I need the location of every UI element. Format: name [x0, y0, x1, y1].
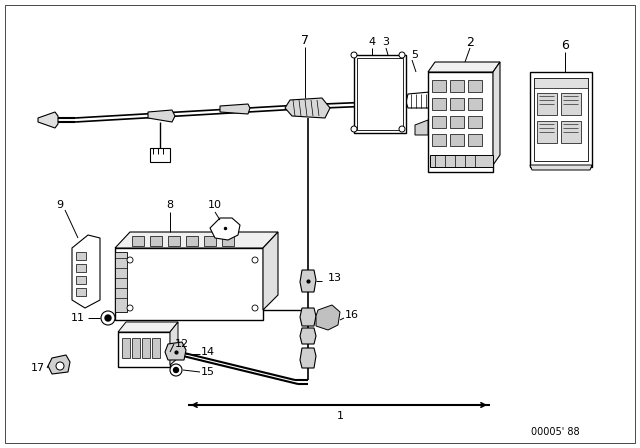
- Circle shape: [56, 362, 64, 370]
- Text: 9: 9: [56, 200, 63, 210]
- Circle shape: [399, 126, 405, 132]
- Polygon shape: [300, 328, 316, 344]
- Text: 1: 1: [337, 411, 344, 421]
- Text: 10: 10: [208, 200, 222, 210]
- Bar: [468, 98, 482, 110]
- Bar: [152, 338, 160, 358]
- Bar: [430, 155, 493, 167]
- Bar: [432, 134, 446, 146]
- Circle shape: [351, 126, 357, 132]
- Text: 14: 14: [201, 347, 215, 357]
- Bar: [76, 252, 86, 260]
- Polygon shape: [285, 98, 330, 118]
- Circle shape: [252, 305, 258, 311]
- Polygon shape: [48, 355, 70, 374]
- Polygon shape: [428, 62, 500, 72]
- Bar: [468, 134, 482, 146]
- Text: 6: 6: [561, 39, 569, 52]
- Polygon shape: [493, 62, 500, 165]
- Polygon shape: [115, 232, 278, 248]
- Polygon shape: [406, 92, 432, 108]
- Text: 8: 8: [166, 200, 173, 210]
- Polygon shape: [148, 110, 175, 122]
- Bar: [115, 248, 263, 320]
- Bar: [354, 55, 406, 133]
- Polygon shape: [300, 308, 316, 326]
- Polygon shape: [263, 232, 278, 310]
- Bar: [534, 78, 588, 88]
- Bar: [432, 116, 446, 128]
- Bar: [76, 288, 86, 296]
- Text: 12: 12: [175, 339, 189, 349]
- Bar: [561, 93, 581, 115]
- Circle shape: [173, 367, 179, 372]
- Polygon shape: [415, 120, 428, 135]
- Bar: [561, 121, 581, 143]
- Polygon shape: [316, 305, 340, 330]
- Circle shape: [252, 257, 258, 263]
- Bar: [450, 80, 464, 92]
- Bar: [132, 236, 144, 246]
- Polygon shape: [165, 342, 186, 360]
- Bar: [132, 338, 140, 358]
- Bar: [115, 252, 127, 312]
- Circle shape: [127, 257, 133, 263]
- Text: 5: 5: [412, 50, 419, 60]
- Polygon shape: [530, 165, 592, 170]
- Polygon shape: [38, 112, 58, 128]
- Bar: [537, 121, 557, 143]
- Bar: [222, 236, 234, 246]
- Bar: [357, 58, 403, 130]
- Text: 3: 3: [383, 37, 390, 47]
- Text: 15: 15: [201, 367, 215, 377]
- Bar: [530, 72, 592, 167]
- Bar: [168, 236, 180, 246]
- Bar: [450, 98, 464, 110]
- Polygon shape: [210, 218, 240, 240]
- Polygon shape: [170, 322, 178, 365]
- Bar: [468, 80, 482, 92]
- Text: 00005' 88: 00005' 88: [531, 427, 579, 437]
- Bar: [150, 236, 162, 246]
- Text: 11: 11: [71, 313, 85, 323]
- Bar: [428, 72, 493, 172]
- Bar: [537, 93, 557, 115]
- Polygon shape: [150, 148, 170, 162]
- Text: 4: 4: [369, 37, 376, 47]
- Text: 2: 2: [466, 35, 474, 48]
- Bar: [432, 80, 446, 92]
- Bar: [432, 98, 446, 110]
- Bar: [122, 338, 130, 358]
- Bar: [118, 332, 170, 367]
- Text: 16: 16: [345, 310, 359, 320]
- Bar: [450, 134, 464, 146]
- Polygon shape: [72, 235, 100, 308]
- Circle shape: [399, 52, 405, 58]
- Text: 13: 13: [328, 273, 342, 283]
- Polygon shape: [220, 104, 250, 114]
- Circle shape: [170, 364, 182, 376]
- Bar: [450, 116, 464, 128]
- Bar: [186, 236, 198, 246]
- Circle shape: [127, 305, 133, 311]
- Bar: [204, 236, 216, 246]
- Polygon shape: [300, 348, 316, 368]
- Text: 17: 17: [31, 363, 45, 373]
- Circle shape: [351, 52, 357, 58]
- Circle shape: [101, 311, 115, 325]
- Bar: [468, 116, 482, 128]
- Bar: [142, 338, 150, 358]
- Circle shape: [105, 315, 111, 321]
- Bar: [76, 276, 86, 284]
- Bar: [76, 264, 86, 272]
- Polygon shape: [118, 322, 178, 332]
- Bar: [534, 78, 588, 161]
- Polygon shape: [300, 270, 316, 292]
- Text: 7: 7: [301, 34, 309, 47]
